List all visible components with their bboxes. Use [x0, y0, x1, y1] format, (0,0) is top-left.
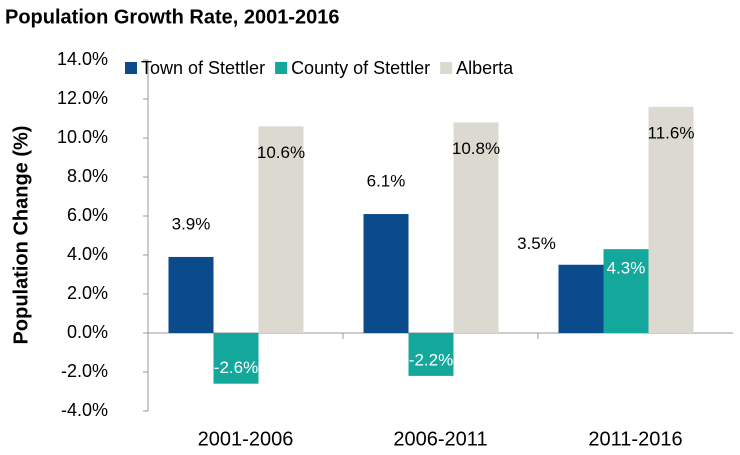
bar — [258, 126, 304, 333]
y-axis-title: Population Change (%) — [10, 126, 32, 345]
chart-title: Population Growth Rate, 2001-2016 — [5, 6, 340, 28]
y-tick-label: -2.0% — [61, 361, 108, 381]
y-tick-label: 6.0% — [67, 205, 108, 225]
bar — [558, 264, 604, 333]
bar — [453, 122, 499, 334]
y-tick-label: 14.0% — [57, 49, 108, 69]
data-label: 6.1% — [367, 172, 406, 191]
data-label: 10.8% — [452, 139, 500, 158]
x-tick-label: 2001-2006 — [198, 428, 294, 450]
y-tick-label: 8.0% — [67, 166, 108, 186]
legend-label: Town of Stettler — [141, 58, 265, 78]
data-label: -2.6% — [214, 358, 258, 377]
data-label: 3.5% — [517, 234, 556, 253]
y-tick-label: 12.0% — [57, 88, 108, 108]
bar — [363, 214, 409, 333]
bar — [213, 333, 259, 384]
y-tick-label: 2.0% — [67, 283, 108, 303]
data-label: -2.2% — [409, 350, 453, 369]
bar — [168, 256, 214, 333]
legend-swatch — [275, 62, 288, 74]
y-tick-label: -4.0% — [61, 400, 108, 420]
bar — [408, 333, 454, 376]
data-label: 4.3% — [607, 259, 646, 278]
x-tick-label: 2011-2016 — [588, 428, 682, 450]
y-tick-label: 10.0% — [57, 127, 108, 147]
y-tick-label: 0.0% — [67, 322, 108, 342]
legend-label: County of Stettler — [291, 58, 430, 78]
y-tick-label: 4.0% — [67, 244, 108, 264]
legend-swatch — [440, 62, 453, 74]
data-label: 10.6% — [257, 143, 305, 162]
data-label: 3.9% — [172, 214, 211, 233]
x-tick-label: 2006-2011 — [393, 428, 487, 450]
bar — [648, 106, 694, 333]
bar — [603, 249, 649, 333]
legend-swatch — [125, 62, 137, 74]
data-label: 11.6% — [648, 123, 695, 142]
legend-label: Alberta — [456, 58, 514, 78]
